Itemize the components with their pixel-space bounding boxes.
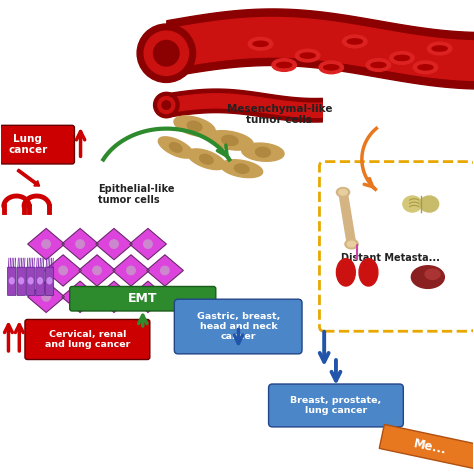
Ellipse shape xyxy=(420,196,438,212)
FancyArrow shape xyxy=(17,169,40,186)
Polygon shape xyxy=(62,281,99,312)
Ellipse shape xyxy=(253,41,268,46)
Ellipse shape xyxy=(347,241,356,247)
Polygon shape xyxy=(113,255,149,286)
Ellipse shape xyxy=(76,292,84,301)
Polygon shape xyxy=(96,281,132,312)
Ellipse shape xyxy=(144,292,152,301)
Ellipse shape xyxy=(347,39,362,44)
Ellipse shape xyxy=(300,53,315,58)
Text: Me...: Me... xyxy=(412,437,448,456)
Text: Lung
cancer: Lung cancer xyxy=(8,134,47,155)
Ellipse shape xyxy=(394,55,410,61)
Ellipse shape xyxy=(110,292,118,301)
Ellipse shape xyxy=(345,239,358,249)
Circle shape xyxy=(158,97,175,114)
Polygon shape xyxy=(62,228,99,260)
FancyBboxPatch shape xyxy=(45,267,54,295)
Polygon shape xyxy=(79,255,116,286)
Polygon shape xyxy=(45,255,82,286)
Polygon shape xyxy=(170,143,182,152)
Ellipse shape xyxy=(144,240,152,248)
Ellipse shape xyxy=(161,266,169,275)
Ellipse shape xyxy=(9,278,14,284)
Circle shape xyxy=(154,40,179,66)
Ellipse shape xyxy=(359,259,378,286)
Ellipse shape xyxy=(337,188,350,197)
Ellipse shape xyxy=(47,278,52,284)
FancyBboxPatch shape xyxy=(70,286,216,311)
Polygon shape xyxy=(174,116,215,137)
Polygon shape xyxy=(200,155,213,164)
FancyBboxPatch shape xyxy=(269,384,403,427)
FancyBboxPatch shape xyxy=(0,125,74,164)
Ellipse shape xyxy=(418,65,433,70)
Ellipse shape xyxy=(366,59,391,72)
Ellipse shape xyxy=(403,196,422,212)
Ellipse shape xyxy=(272,59,296,72)
FancyBboxPatch shape xyxy=(27,267,35,295)
Polygon shape xyxy=(379,424,474,469)
Ellipse shape xyxy=(428,42,452,55)
Ellipse shape xyxy=(339,190,347,195)
Circle shape xyxy=(162,101,171,109)
Ellipse shape xyxy=(425,269,440,279)
Ellipse shape xyxy=(371,63,386,68)
Ellipse shape xyxy=(93,266,101,275)
Ellipse shape xyxy=(19,278,24,284)
Ellipse shape xyxy=(42,240,50,248)
Polygon shape xyxy=(129,281,166,312)
Ellipse shape xyxy=(248,37,273,50)
Polygon shape xyxy=(187,121,202,131)
Circle shape xyxy=(137,24,196,82)
Polygon shape xyxy=(28,228,64,260)
Ellipse shape xyxy=(295,49,320,62)
Text: Mesenchymal-like
tumor cells: Mesenchymal-like tumor cells xyxy=(227,104,332,125)
Polygon shape xyxy=(129,228,166,260)
Ellipse shape xyxy=(411,266,444,288)
Ellipse shape xyxy=(76,240,84,248)
Ellipse shape xyxy=(319,61,344,74)
FancyBboxPatch shape xyxy=(36,267,44,295)
Text: Breast, prostate,
lung cancer: Breast, prostate, lung cancer xyxy=(291,396,382,415)
Ellipse shape xyxy=(110,240,118,248)
Text: Distant Metasta...: Distant Metasta... xyxy=(341,253,439,263)
Polygon shape xyxy=(96,228,132,260)
Polygon shape xyxy=(158,137,193,158)
Text: Epithelial-like
tumor cells: Epithelial-like tumor cells xyxy=(98,184,174,205)
Ellipse shape xyxy=(59,266,67,275)
Ellipse shape xyxy=(37,278,42,284)
Polygon shape xyxy=(146,255,183,286)
Ellipse shape xyxy=(337,259,356,286)
Polygon shape xyxy=(221,160,263,178)
Ellipse shape xyxy=(42,292,50,301)
Polygon shape xyxy=(222,136,238,146)
FancyBboxPatch shape xyxy=(8,267,16,295)
Polygon shape xyxy=(187,149,226,170)
Circle shape xyxy=(144,31,189,75)
Circle shape xyxy=(154,92,179,118)
Polygon shape xyxy=(234,164,249,173)
FancyBboxPatch shape xyxy=(17,267,26,295)
Text: Cervical, renal
and lung cancer: Cervical, renal and lung cancer xyxy=(45,330,130,349)
Text: EMT: EMT xyxy=(128,292,157,305)
Text: Gastric, breast,
head and neck
cancer: Gastric, breast, head and neck cancer xyxy=(197,311,280,341)
Ellipse shape xyxy=(28,278,33,284)
Polygon shape xyxy=(255,147,270,157)
FancyBboxPatch shape xyxy=(174,299,302,354)
Polygon shape xyxy=(207,131,253,150)
Ellipse shape xyxy=(413,61,438,74)
Polygon shape xyxy=(242,143,284,161)
Ellipse shape xyxy=(432,46,447,51)
Polygon shape xyxy=(28,281,64,312)
Ellipse shape xyxy=(127,266,135,275)
Ellipse shape xyxy=(277,63,292,68)
FancyBboxPatch shape xyxy=(25,319,150,359)
Ellipse shape xyxy=(324,65,339,70)
Ellipse shape xyxy=(390,52,414,64)
Ellipse shape xyxy=(343,35,367,48)
